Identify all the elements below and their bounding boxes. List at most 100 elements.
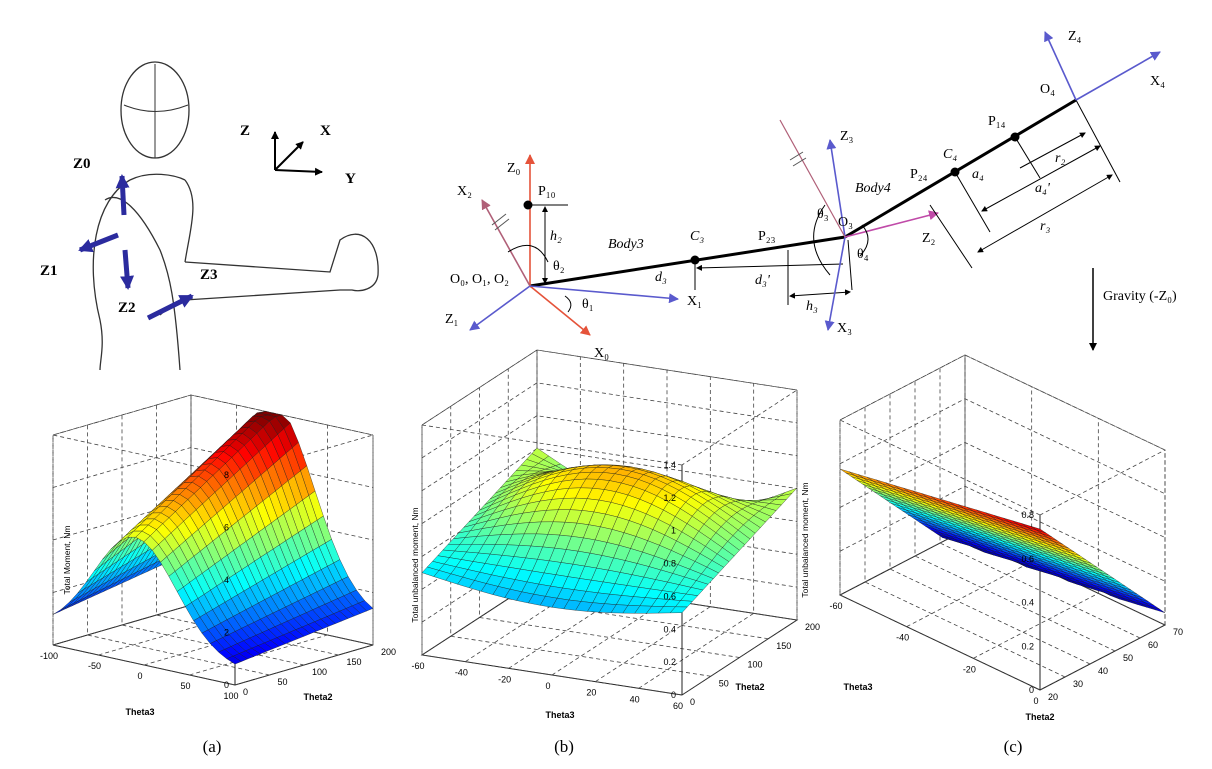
- plot-top-edge: [839, 354, 1166, 516]
- plot-gridline: [52, 394, 374, 436]
- plot-gridline: [421, 546, 798, 623]
- plot-gridline: [465, 356, 581, 663]
- z-tick-label: 4: [224, 575, 229, 585]
- label-p14: P₁₄: [988, 114, 1006, 129]
- z-tick-label: 0.2: [1021, 641, 1034, 651]
- x-axis-label: Theta3: [545, 710, 574, 720]
- panel-label-a: (a): [203, 737, 222, 756]
- x-tick-label: 0: [1033, 696, 1038, 706]
- axis-z1-label: Z1: [40, 263, 58, 279]
- y-tick-label: 100: [312, 667, 327, 677]
- label-p24: P₂₄: [910, 167, 928, 182]
- panel-label-c: (c): [1004, 737, 1023, 756]
- plot-gridline: [536, 350, 798, 621]
- plot-gridline: [595, 376, 711, 683]
- surface-plot-b: 00.20.40.60.811.21.46040200-20-40-600501…: [410, 349, 820, 720]
- label-origin: O₀, O₁, O₂: [450, 272, 509, 287]
- label-z4: Z₄: [1068, 29, 1082, 44]
- z-tick-label: 0.4: [663, 624, 676, 634]
- y-tick-label: 0: [690, 697, 695, 707]
- surface-patch: [669, 606, 688, 614]
- plot-gridline: [421, 382, 798, 459]
- plot-gridline: [839, 354, 1166, 451]
- axis-z3-label: Z3: [200, 267, 218, 283]
- label-d3: d₃: [655, 270, 667, 285]
- z-tick-label: 1.4: [663, 460, 676, 470]
- y-axis-label: Theta2: [1025, 712, 1054, 722]
- label-o3: O₃: [838, 215, 853, 230]
- plot-gridline: [964, 355, 1166, 626]
- plot-gridline: [189, 425, 328, 676]
- reference-frame: [271, 131, 323, 176]
- label-h2: h₂: [550, 229, 562, 244]
- y-tick-label: 0: [243, 687, 248, 697]
- x-tick-label: -40: [455, 668, 468, 678]
- z-tick-label: 2: [224, 628, 229, 638]
- x-tick-label: -60: [829, 601, 842, 611]
- label-p23: P₂₃: [758, 229, 776, 244]
- x-tick-label: -40: [896, 633, 909, 643]
- y-tick-label: 150: [776, 641, 791, 651]
- plot-gridline: [914, 381, 1116, 652]
- frame-y-label: Y: [345, 171, 356, 187]
- plot-top-edge: [52, 394, 374, 476]
- x-axis-label: Theta3: [125, 707, 154, 717]
- label-theta3: θ₃: [817, 207, 829, 222]
- y-tick-label: 200: [381, 647, 396, 657]
- label-x2: X₂: [457, 184, 472, 199]
- kinematic-diagram: [469, 31, 1161, 351]
- x-tick-label: 100: [223, 691, 238, 701]
- x-tick-label: 40: [630, 694, 640, 704]
- label-o4: O₄: [1040, 82, 1055, 97]
- plot-gridline: [551, 370, 668, 676]
- kinematic-labels: O₀, O₁, O₂ Z₀ X₀ Z₁ X₁ X₂ P₁₀ h₂ θ₂ θ₁ B…: [445, 29, 1177, 361]
- surface-patch: [1030, 526, 1046, 533]
- z-tick-label: 6: [224, 523, 229, 533]
- x-tick-label: 50: [180, 681, 190, 691]
- z-tick-label: 0: [224, 680, 229, 690]
- label-theta1: θ₁: [582, 297, 594, 312]
- axis-z2-label: Z2: [118, 300, 136, 316]
- plot-gridline: [421, 448, 798, 524]
- label-r2: r₂: [1055, 151, 1065, 166]
- plot-gridline: [864, 407, 1066, 678]
- link-body4: [844, 98, 1077, 239]
- torso-outline: [92, 179, 131, 371]
- label-gravity: Gravity (-Z₀): [1103, 289, 1177, 304]
- plot-gridline: [479, 387, 740, 658]
- x-tick-label: -60: [411, 661, 424, 671]
- z-axis-label: Total Moment, Nm: [62, 526, 72, 595]
- label-x4: X₄: [1150, 74, 1165, 89]
- label-r3: r₃: [1040, 219, 1050, 234]
- panel-label-b: (b): [554, 737, 574, 756]
- x-tick-label: -100: [40, 651, 58, 661]
- label-z3: Z₃: [840, 129, 854, 144]
- y-tick-label: 70: [1173, 627, 1183, 637]
- label-body4: Body4: [855, 181, 891, 196]
- label-theta2: θ₂: [553, 259, 565, 274]
- z-tick-label: 0.6: [1021, 554, 1034, 564]
- label-z1: Z₁: [445, 312, 458, 327]
- frame-x-label: X: [320, 123, 331, 139]
- label-d3p: d₃': [755, 273, 771, 288]
- plot-gridline: [889, 394, 1091, 665]
- z-axis-label: Total unbalanced moment, Nm: [800, 482, 810, 597]
- y-tick-label: 20: [1048, 692, 1058, 702]
- plot-gridline: [421, 415, 798, 492]
- z-tick-label: 0.6: [663, 591, 676, 601]
- z-axis-label: Total unbalanced moment, Nm: [410, 507, 420, 622]
- y-tick-label: 40: [1098, 666, 1108, 676]
- label-body3: Body3: [608, 237, 644, 252]
- x-tick-label: -20: [963, 664, 976, 674]
- surface-plot-a: 0 2 4 6 8 100 50 0 -50 -100 0 50 100 150 200 Total Mome…: [40, 394, 396, 717]
- arm-outline: [159, 233, 379, 316]
- label-a4p: a₄': [1035, 181, 1051, 196]
- y-tick-label: 50: [278, 677, 288, 687]
- surface-plot-c: 0 0.2 0.4 0.6 0.8 0 -20 -40 -60 20 30 40 50 60 70 Total…: [800, 354, 1183, 722]
- plot-gridline: [421, 425, 683, 696]
- label-c4: C₄: [943, 147, 957, 162]
- label-x0: X₀: [594, 346, 609, 361]
- plot-gridline: [450, 406, 711, 677]
- z-tick-label: 8: [224, 470, 229, 480]
